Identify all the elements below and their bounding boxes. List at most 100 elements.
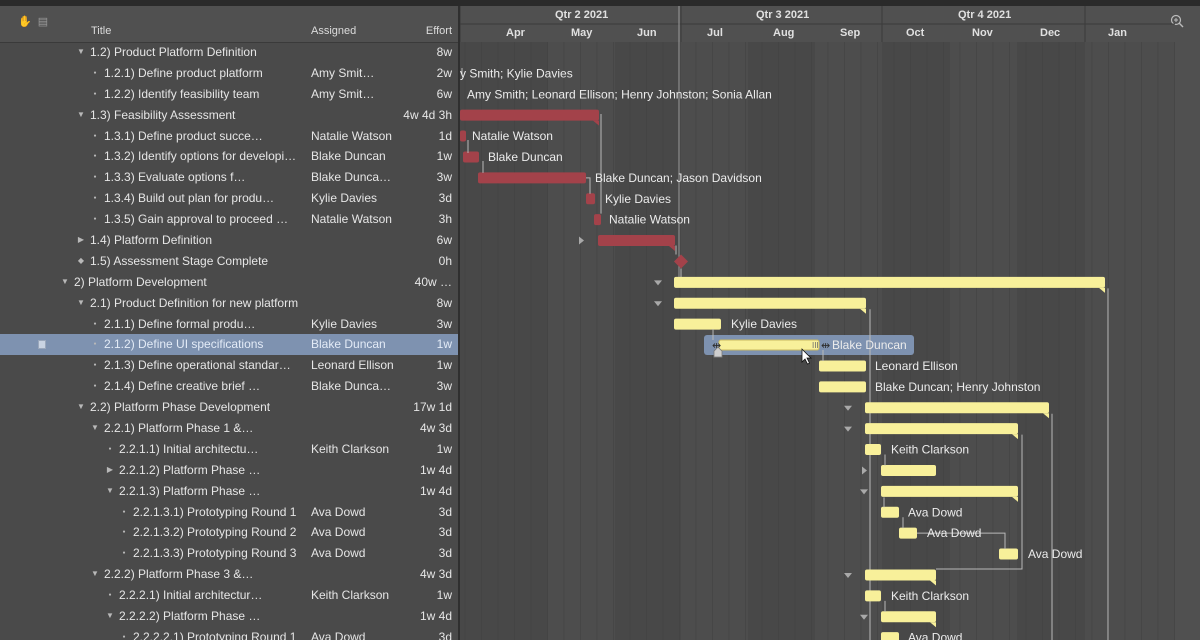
collapse-triangle-icon[interactable] [844,572,852,578]
column-header-assigned[interactable]: Assigned [311,25,357,37]
collapse-triangle-icon[interactable] [860,489,868,495]
column-header-effort[interactable]: Effort [425,25,452,37]
disclosure-closed-icon[interactable]: ▶ [77,235,85,245]
summary-bar[interactable] [460,109,599,121]
collapse-triangle-icon[interactable] [654,280,662,286]
task-bar[interactable] [881,506,899,518]
milestone-diamond[interactable] [674,254,688,269]
outline-row[interactable]: ● 2.2.1.3.2) Prototyping Round 2 Ava Dowd 3… [0,522,458,543]
outline-row[interactable]: ● 2.2.2.1) Initial architectur… Keith Clar… [0,585,458,606]
outline-row[interactable]: ● 2.2.1.3.3) Prototyping Round 3 Ava Dowd 3… [0,543,458,564]
row-title: 2.1.1) Define formal produ… [104,316,256,331]
task-bar[interactable] [586,193,595,205]
disclosure-open-icon[interactable]: ▼ [106,485,114,495]
outline-row[interactable]: ● 2.1.1) Define formal produ… Kylie Davies… [0,314,458,335]
summary-bar[interactable] [881,485,1018,497]
outline-row[interactable]: ▼ 2.2) Platform Phase Development 17w 1d [0,397,458,418]
outline-row[interactable]: ● 1.3.5) Gain approval to proceed … Natali… [0,209,458,230]
task-bar[interactable] [594,214,601,226]
outline-row[interactable]: ◆ 1.5) Assessment Stage Complete 0h [0,251,458,272]
task-bar[interactable] [865,590,881,602]
task-bar[interactable] [674,318,721,330]
task-bar[interactable] [881,464,936,476]
outline-row[interactable]: ▼ 1.2) Product Platform Definition 8w [0,42,458,63]
outline-row[interactable]: ● 2.2.1.1) Initial architectu… Keith Clark… [0,439,458,460]
outline-row[interactable]: ▼ 2.2.1) Platform Phase 1 &… 4w 3d [0,418,458,439]
task-bar[interactable] [999,548,1018,560]
outline-row[interactable]: ● 1.3.3) Evaluate options f… Blake Dunca… 3… [0,167,458,188]
disclosure-open-icon[interactable]: ▼ [91,423,99,433]
disclosure-open-icon[interactable]: ▼ [61,276,69,286]
row-title: 2.2.2.1) Initial architectur… [119,588,263,603]
row-note-icon[interactable] [38,340,46,350]
zoom-in-icon[interactable] [1170,14,1184,28]
task-bar[interactable] [463,151,479,163]
outline-row[interactable]: ▼ 2.2.2.2) Platform Phase … 1w 4d [0,606,458,627]
outline-row[interactable]: ● 2.1.3) Define operational standar… Leona… [0,355,458,376]
disclosure-open-icon[interactable]: ▼ [77,109,85,119]
disclosure-open-icon[interactable]: ▼ [77,47,85,56]
expand-triangle-icon[interactable] [862,466,867,475]
disclosure-open-icon[interactable]: ▼ [91,569,99,579]
task-bar[interactable] [819,360,866,372]
summary-bar[interactable] [881,611,936,623]
task-bar[interactable] [460,130,466,142]
outline-row[interactable]: ▶ 2.2.1.2) Platform Phase … 1w 4d [0,460,458,481]
outline-row[interactable]: ● 2.1.2) Define UI specifications Blake Du… [0,334,458,356]
expand-triangle-icon[interactable] [579,236,584,245]
summary-bar[interactable] [598,235,675,247]
summary-bar-end [930,622,936,628]
task-bar[interactable] [899,527,917,539]
collapse-triangle-icon[interactable] [654,301,662,307]
summary-bar[interactable] [674,297,866,309]
note-icon[interactable]: ▤ [37,16,49,28]
outline-row[interactable]: ▼ 2) Platform Development 40w … [0,272,458,293]
collapse-triangle-icon[interactable] [844,426,852,432]
selected-task-bar[interactable] [718,339,820,351]
bar-label: Ava Dowd [1028,547,1082,561]
hand-icon[interactable]: ✋ [18,16,32,28]
outline-row[interactable]: ▶ 1.4) Platform Definition 6w [0,230,458,251]
summary-bar[interactable] [865,569,936,581]
disclosure-closed-icon[interactable]: ▶ [106,464,114,474]
row-effort: 1w [436,441,452,456]
grip-icon[interactable]: III [812,341,819,350]
summary-bar[interactable] [674,276,1105,288]
outline-row[interactable]: ▼ 2.2.1.3) Platform Phase … 1w 4d [0,481,458,502]
disclosure-open-icon[interactable]: ▼ [77,402,85,412]
row-effort: 1w [436,358,452,373]
outline-row[interactable]: ▼ 2.1) Product Definition for new platfor… [0,293,458,314]
task-bar[interactable] [478,172,586,184]
summary-bar[interactable] [865,402,1049,414]
outline-row[interactable]: ● 1.3.1) Define product succe… Natalie Wat… [0,126,458,147]
outline-row[interactable]: ● 2.2.1.3.1) Prototyping Round 1 Ava Dowd 3… [0,502,458,523]
month-column [950,42,1017,640]
task-bar[interactable] [865,444,881,456]
summary-bar-end [1099,287,1105,293]
outline-row[interactable]: ● 1.2.1) Define product platform Amy Smit…… [0,63,458,84]
outline-row[interactable]: ▼ 2.2.2) Platform Phase 3 &… 4w 3d [0,564,458,585]
outline-row[interactable]: ▼ 1.3) Feasibility Assessment 4w 4d 3h [0,105,458,126]
collapse-triangle-icon[interactable] [844,405,852,411]
collapse-triangle-icon[interactable] [860,614,868,620]
pane-divider[interactable] [458,6,460,640]
outline-row[interactable]: ● 1.3.2) Identify options for developi… Bl… [0,146,458,167]
row-assigned: Blake Duncan [311,149,386,164]
row-assigned: Amy Smit… [311,65,375,80]
outline-row[interactable]: ● 1.3.4) Build out plan for produ… Kylie D… [0,188,458,209]
mouse-cursor-icon [801,348,812,365]
summary-bar[interactable] [865,423,1018,435]
task-bar[interactable] [819,381,866,393]
resize-handle-icon[interactable]: ⇹ [821,340,830,352]
disclosure-open-icon[interactable]: ▼ [77,297,85,307]
lock-handle-icon[interactable] [713,346,723,358]
outline-row[interactable]: ● 2.2.2.2.1) Prototyping Round 1 Ava Dowd 3… [0,627,458,640]
task-bar[interactable] [881,632,899,640]
column-header-title[interactable]: Title [91,25,112,37]
gantt-pane: Qtr 2 2021 Qtr 3 2021 Qtr 4 2021 Apr May… [460,6,1200,640]
resize-handle-icon[interactable]: ⇹ [712,340,721,352]
outline-row[interactable]: ● 2.1.4) Define creative brief … Blake Dun… [0,376,458,397]
outline-row[interactable]: ● 1.2.2) Identify feasibility team Amy Smi… [0,84,458,105]
disclosure-open-icon[interactable]: ▼ [106,611,114,621]
row-title: 2.2.1.3) Platform Phase … [119,483,261,498]
